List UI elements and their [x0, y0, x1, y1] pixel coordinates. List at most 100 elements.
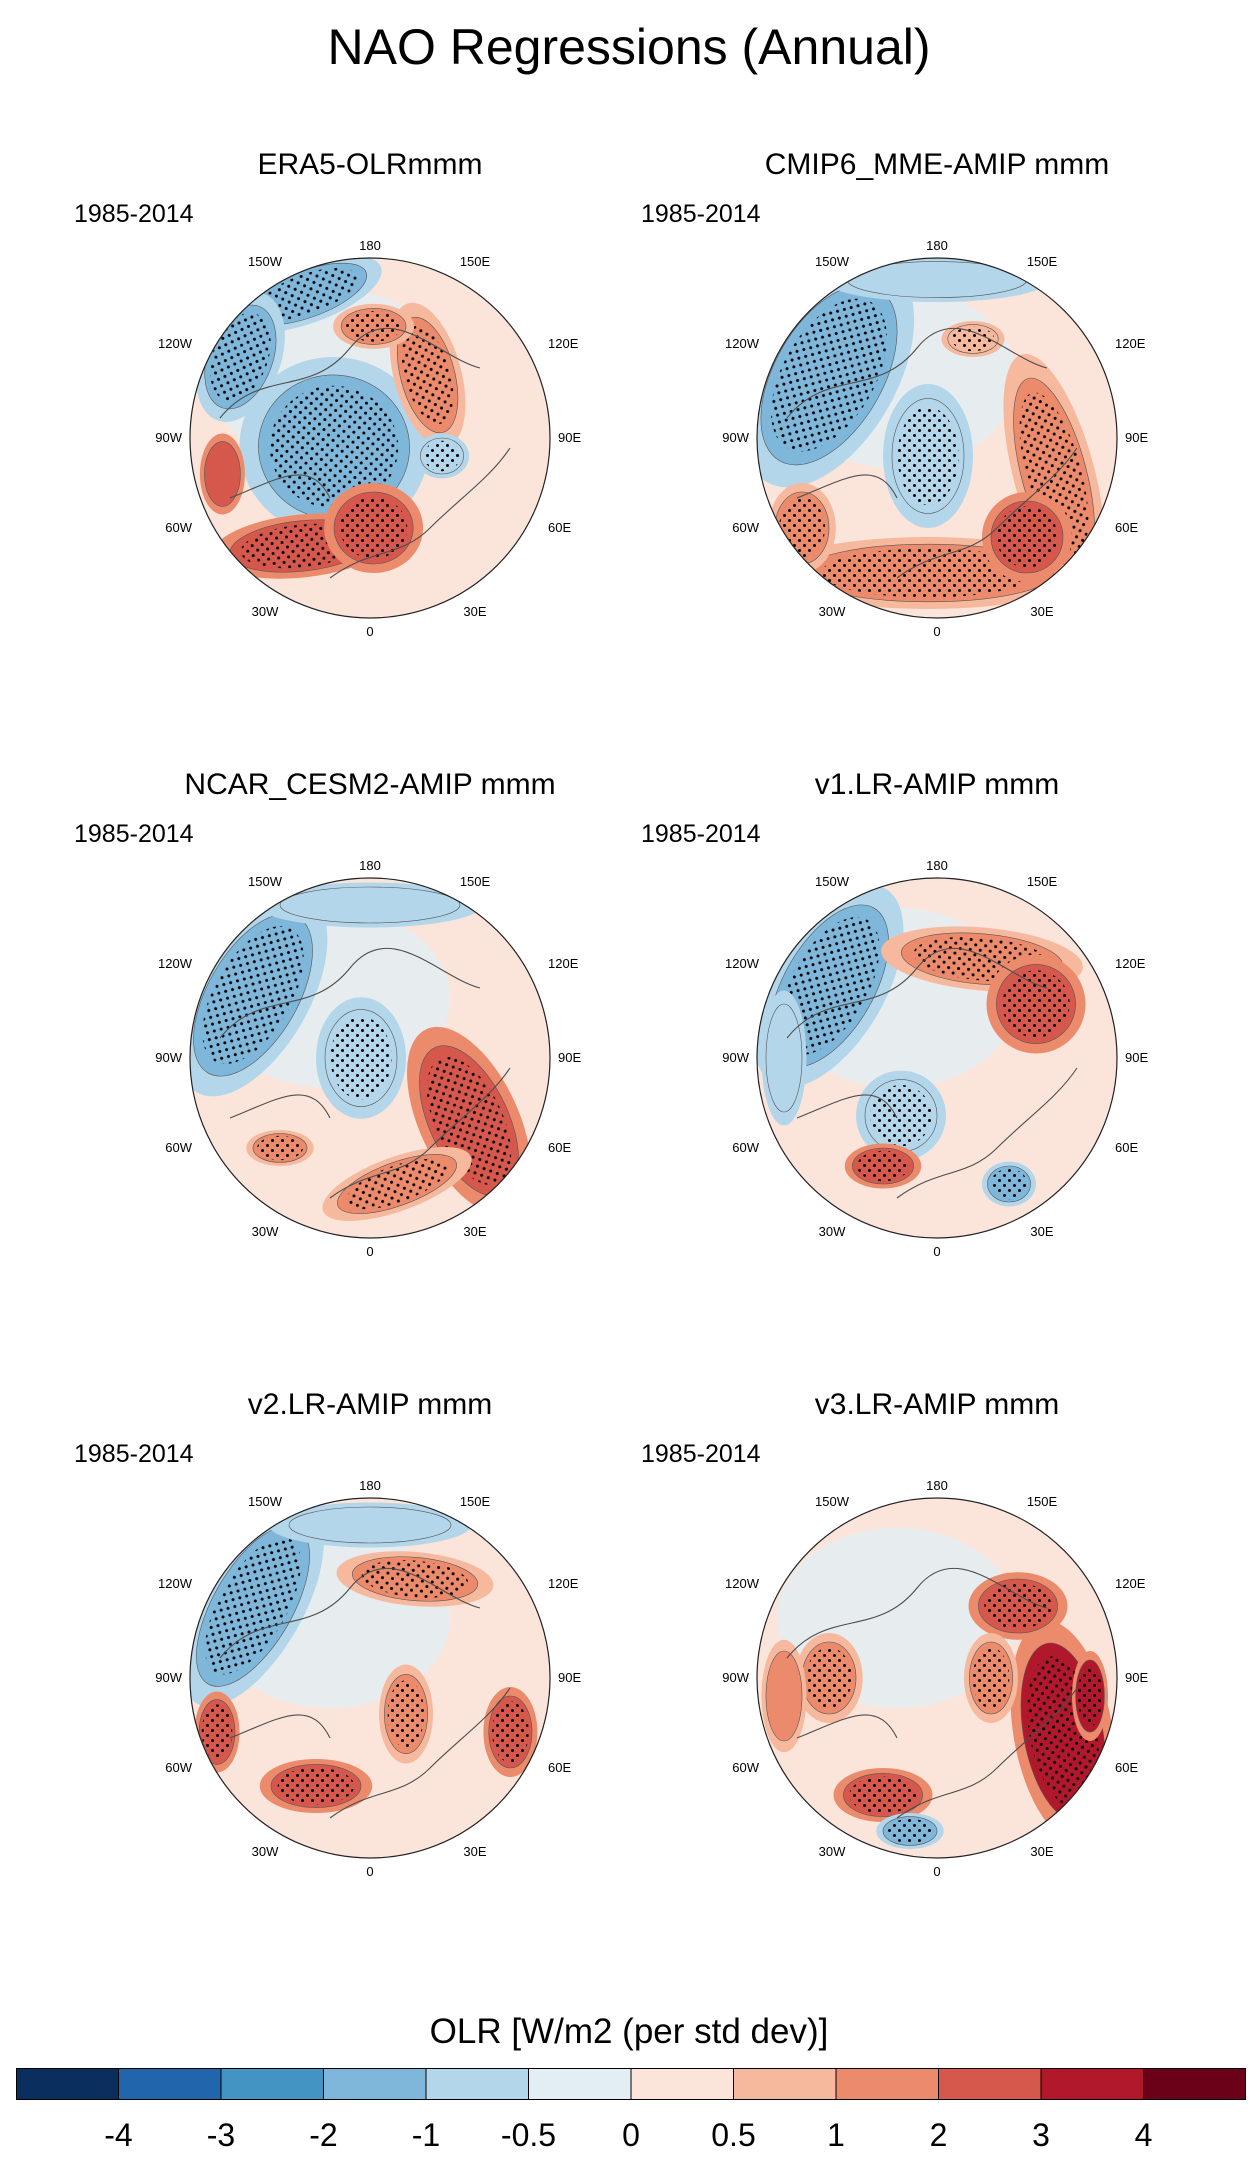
- significance-stipple: [779, 497, 825, 559]
- significance-stipple: [856, 1150, 910, 1182]
- panel-period: 1985-2014: [74, 200, 194, 228]
- longitude-label: 0: [366, 1244, 373, 1259]
- longitude-label: 60E: [548, 520, 571, 535]
- significance-stipple: [1077, 1665, 1103, 1727]
- longitude-label: 30E: [1030, 1844, 1053, 1859]
- panel-period: 1985-2014: [74, 820, 194, 848]
- map-panel: CMIP6_MME-AMIP mmm 1985-2014 180 0 150W 150E 1…: [637, 148, 1237, 738]
- panel-title: v1.LR-AMIP mmm: [814, 768, 1060, 801]
- map-boundary: [756, 257, 1118, 619]
- colorbar-swatch: [1143, 2068, 1246, 2100]
- significance-stipple: [426, 1056, 512, 1186]
- significance-stipple: [1019, 392, 1089, 556]
- significance-stipple: [210, 312, 271, 402]
- colorbar-swatch: [118, 2068, 221, 2100]
- longitude-label: 150W: [815, 1494, 850, 1509]
- map-boundary: [189, 1497, 551, 1859]
- polar-map: 180 0 150W 150E 120W 120E 90W 90E 60W 60E 30W 30E: [722, 1478, 1148, 1879]
- map-panel: NCAR_CESM2-AMIP mmm 1985-2014 180 0 150W 150E…: [70, 768, 670, 1358]
- map-panel: ERA5-OLRmmm 1985-2014 180 0 150W 150E 120W 120E…: [70, 148, 670, 738]
- longitude-label: 120W: [725, 1576, 760, 1591]
- coastline: [219, 1567, 511, 1819]
- polar-map: 180 0 150W 150E 120W 120E 90W 90E 60W 60E 30W 30E: [155, 1478, 581, 1879]
- significance-stipple: [204, 1537, 302, 1675]
- longitude-label: 0: [933, 624, 940, 639]
- map-panel: v3.LR-AMIP mmm 1985-2014 180 0 150W 150E 120W 1…: [637, 1388, 1237, 1978]
- longitude-label: 0: [933, 1864, 940, 1879]
- longitude-label: 30E: [1030, 1224, 1053, 1239]
- panel-title: NCAR_CESM2-AMIP mmm: [184, 768, 556, 801]
- significance-stipple: [996, 506, 1058, 568]
- colorbar-tick-label: -0.5: [501, 2117, 556, 2153]
- longitude-label: 30W: [252, 1224, 279, 1239]
- significance-stipple: [269, 385, 399, 509]
- significance-stipple: [346, 1158, 448, 1210]
- longitude-label: 0: [366, 1864, 373, 1879]
- anomaly-region: [288, 1506, 452, 1544]
- significance-stipple: [423, 440, 461, 472]
- longitude-label: 30W: [252, 1844, 279, 1859]
- longitude-label: 150W: [815, 254, 850, 269]
- significance-stipple: [401, 325, 454, 425]
- colorbar-swatch: [733, 2068, 836, 2100]
- longitude-label: 150W: [815, 874, 850, 889]
- longitude-label: 120W: [725, 336, 760, 351]
- longitude-label: 120E: [548, 1576, 579, 1591]
- colorbar-tick-label: 3: [1032, 2117, 1050, 2153]
- map-boundary: [189, 877, 551, 1239]
- panel-title: CMIP6_MME-AMIP mmm: [764, 148, 1110, 181]
- significance-stipple: [346, 311, 402, 342]
- colorbar-tick-label: 1: [827, 2117, 845, 2153]
- significance-stipple: [972, 1647, 1010, 1709]
- longitude-label: 180: [926, 858, 948, 873]
- panel-title: v2.LR-AMIP mmm: [247, 1388, 493, 1421]
- longitude-label: 30E: [463, 604, 486, 619]
- polar-map: 180 0 150W 150E 120W 120E 90W 90E 60W 60E 30W 30E: [155, 238, 581, 639]
- coastline: [786, 947, 1078, 1199]
- longitude-label: 120E: [548, 336, 579, 351]
- longitude-label: 60E: [1115, 520, 1138, 535]
- significance-stipple: [492, 1701, 529, 1763]
- longitude-label: 120E: [1115, 956, 1146, 971]
- longitude-label: 60W: [732, 1140, 759, 1155]
- longitude-label: 150E: [1027, 1494, 1058, 1509]
- panel-title: ERA5-OLRmmm: [257, 148, 483, 181]
- longitude-label: 90E: [1125, 430, 1148, 445]
- colorbar-tick-label: 0: [622, 2117, 640, 2153]
- longitude-label: 30W: [252, 604, 279, 619]
- longitude-label: 60E: [548, 1140, 571, 1155]
- longitude-label: 150E: [460, 1494, 491, 1509]
- longitude-label: 60W: [165, 1140, 192, 1155]
- panel-period: 1985-2014: [74, 1440, 194, 1468]
- longitude-label: 30E: [463, 1224, 486, 1239]
- figure-title: NAO Regressions (Annual): [327, 19, 931, 75]
- significance-stipple: [778, 917, 880, 1055]
- colorbar-tick-label: 2: [930, 2117, 948, 2153]
- significance-stipple: [1002, 970, 1070, 1038]
- significance-stipple: [990, 1168, 1028, 1200]
- longitude-label: 90E: [558, 1050, 581, 1065]
- polar-map: 180 0 150W 150E 120W 120E 90W 90E 60W 60E 30W 30E: [722, 238, 1148, 639]
- longitude-label: 90W: [722, 1050, 749, 1065]
- panel-period: 1985-2014: [641, 200, 761, 228]
- colorbar-swatch: [323, 2068, 426, 2100]
- colorbar-tick-label: -4: [104, 2117, 132, 2153]
- longitude-label: 60W: [732, 520, 759, 535]
- colorbar-tick-label: -1: [412, 2117, 440, 2153]
- longitude-label: 90W: [155, 1670, 182, 1685]
- significance-stipple: [820, 548, 1036, 598]
- colorbar-swatch: [836, 2068, 939, 2100]
- colorbar-swatch: [631, 2068, 734, 2100]
- significance-stipple: [984, 1583, 1052, 1629]
- longitude-label: 150E: [460, 254, 491, 269]
- longitude-label: 60E: [1115, 1760, 1138, 1775]
- significance-stipple: [201, 1704, 233, 1760]
- longitude-label: 60E: [1115, 1140, 1138, 1155]
- colorbar-tick-label: 4: [1135, 2117, 1153, 2153]
- longitude-label: 30W: [819, 604, 846, 619]
- coastline: [786, 1567, 1078, 1819]
- longitude-label: 60W: [732, 1760, 759, 1775]
- significance-stipple: [897, 407, 959, 505]
- longitude-label: 0: [933, 1244, 940, 1259]
- polar-map: 180 0 150W 150E 120W 120E 90W 90E 60W 60E 30W 30E: [155, 858, 581, 1259]
